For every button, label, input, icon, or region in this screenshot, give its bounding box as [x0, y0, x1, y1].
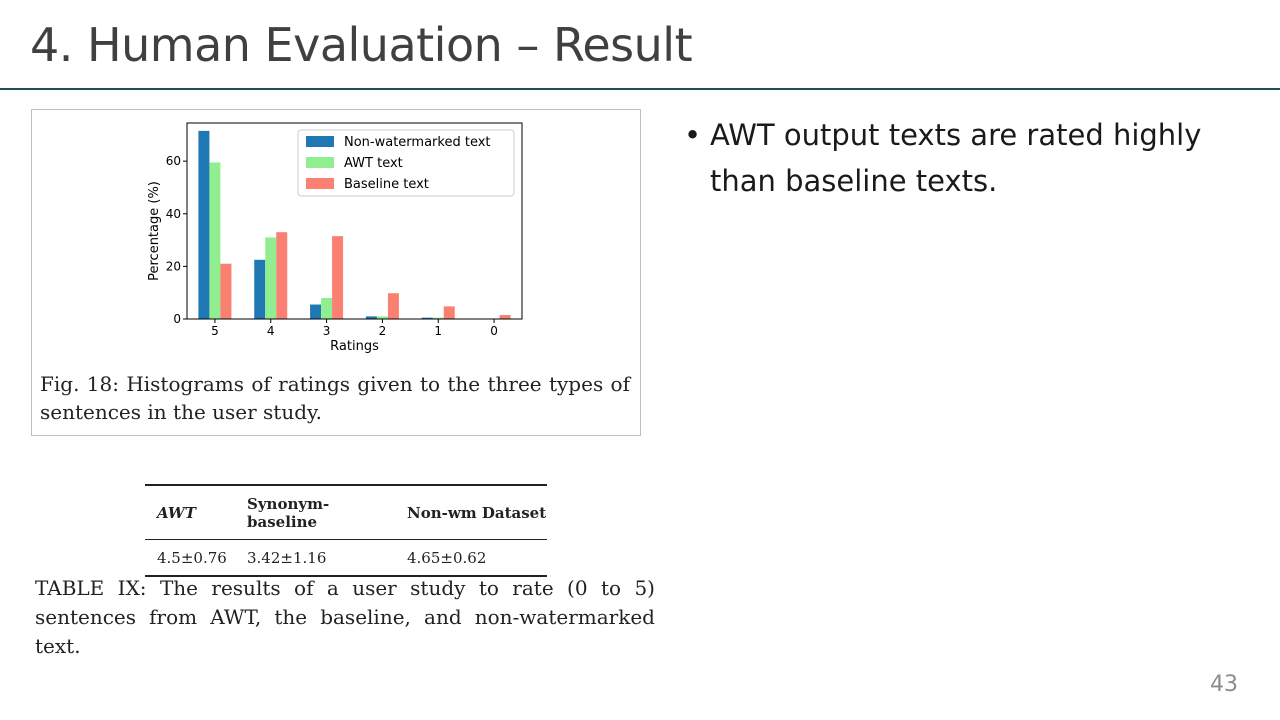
y-tick-label: 20 [166, 259, 181, 273]
x-axis-label: Ratings [330, 339, 379, 354]
x-tick-label: 3 [323, 324, 331, 338]
bullet-list: • AWT output texts are rated highly than… [684, 112, 1244, 204]
bar-1-3 [310, 304, 322, 319]
legend-box [297, 129, 515, 197]
bar-1-4 [254, 259, 266, 319]
bar-3-4 [276, 232, 288, 319]
bullet-item: • AWT output texts are rated highly than… [684, 112, 1244, 204]
results-table-wrap: AWT Synonym-baseline Non-wm Dataset 4.5±… [145, 484, 547, 577]
y-axis-label: Percentage (%) [147, 181, 162, 281]
legend-swatch [306, 136, 334, 147]
bar-3-5 [220, 263, 232, 319]
table-cell: 4.65±0.62 [395, 539, 547, 577]
x-tick-label: 5 [211, 324, 219, 338]
bar-3-3 [332, 236, 344, 319]
bar-2-2 [376, 316, 388, 319]
legend-swatch [306, 178, 334, 189]
y-tick-label: 0 [173, 312, 181, 326]
legend-swatch [306, 157, 334, 168]
bar-1-2 [365, 316, 377, 319]
table-header-synonym-baseline: Synonym-baseline [235, 484, 395, 540]
legend-label: AWT text [344, 156, 403, 171]
figure-panel: 0 20 40 60 5 4 3 2 1 0 Ratings Percentage (%) Non-wa… [31, 109, 641, 436]
y-tick-label: 40 [166, 207, 181, 221]
table-row: 4.5±0.76 3.42±1.16 4.65±0.62 [145, 539, 547, 577]
slide-title: 4. Human Evaluation – Result [30, 18, 693, 72]
bar-2-3 [321, 297, 333, 319]
x-tick-label: 0 [490, 324, 498, 338]
plot-frame [186, 122, 523, 320]
bar-1-1 [421, 317, 433, 319]
table-caption: TABLE IX: The results of a user study to… [35, 576, 655, 658]
table-cell: 3.42±1.16 [235, 539, 395, 577]
bar-3-0 [499, 315, 511, 319]
bar-3-2 [387, 293, 399, 319]
bar-3-1 [443, 306, 455, 319]
bullet-dot-icon: • [684, 118, 702, 152]
x-tick-label: 2 [379, 324, 387, 338]
bar-1-5 [198, 130, 210, 319]
bar-2-1 [432, 317, 444, 319]
y-tick-label: 60 [166, 154, 181, 168]
ratings-histogram-chart: 0 20 40 60 5 4 3 2 1 0 Ratings Percentage (%) Non-wa… [147, 122, 523, 354]
title-divider [0, 88, 1280, 90]
x-tick-label: 4 [267, 324, 275, 338]
table-cell: 4.5±0.76 [145, 539, 235, 577]
page-number: 43 [1210, 672, 1238, 697]
table-header-row: AWT Synonym-baseline Non-wm Dataset [145, 484, 547, 540]
figure-caption: Fig. 18: Histograms of ratings given to … [40, 372, 630, 424]
legend-label: Non-watermarked text [344, 135, 491, 150]
bar-2-5 [209, 162, 221, 319]
table-header-non-wm-dataset: Non-wm Dataset [395, 484, 547, 540]
bar-2-4 [265, 237, 277, 319]
x-tick-label: 1 [434, 324, 442, 338]
bullet-text: AWT output texts are rated highly than b… [710, 118, 1202, 198]
results-table: AWT Synonym-baseline Non-wm Dataset 4.5±… [145, 484, 547, 577]
table-header-awt: AWT [145, 484, 235, 540]
legend-label: Baseline text [344, 177, 429, 192]
